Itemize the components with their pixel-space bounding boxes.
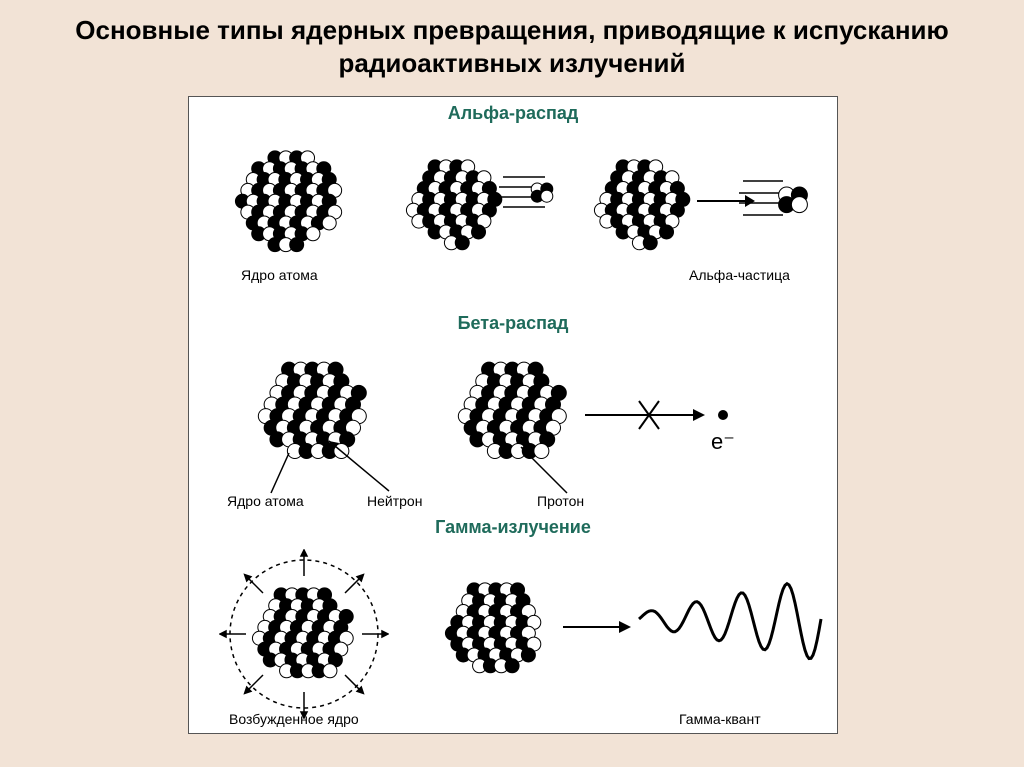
alpha-nucleus-label: Ядро атома: [241, 267, 318, 283]
beta-proton-pointer: [509, 443, 589, 497]
alpha-mini-particle: [525, 175, 559, 209]
alpha-mid-nucleus: [399, 147, 509, 257]
diagram-panel: Альфа-распад Ядро атома Альфа-частица Бе…: [188, 96, 838, 734]
gamma-excited-nucleus: [245, 575, 363, 693]
gamma-wave: [637, 559, 823, 679]
alpha-title: Альфа-распад: [189, 103, 837, 124]
beta-nucleus-label: Ядро атома: [227, 493, 304, 509]
beta-electron-symbol: e⁻: [711, 429, 735, 455]
gamma-title: Гамма-излучение: [189, 517, 837, 538]
alpha-result-nucleus: [587, 147, 697, 257]
page-title: Основные типы ядерных превращения, приво…: [0, 0, 1024, 85]
alpha-source-nucleus: [229, 139, 349, 259]
beta-proton-label: Протон: [537, 493, 584, 509]
gamma-excited-label: Возбужденное ядро: [229, 711, 359, 727]
beta-neutron-label: Нейтрон: [367, 493, 422, 509]
alpha-particle: [769, 175, 817, 223]
gamma-arrow: [561, 615, 631, 639]
beta-nucleus-pointer: [249, 447, 319, 497]
alpha-particle-label: Альфа-частица: [689, 267, 790, 283]
gamma-quantum-label: Гамма-квант: [679, 711, 761, 727]
gamma-result-nucleus: [437, 569, 553, 685]
beta-neutron-pointer: [319, 437, 409, 497]
beta-title: Бета-распад: [189, 313, 837, 334]
